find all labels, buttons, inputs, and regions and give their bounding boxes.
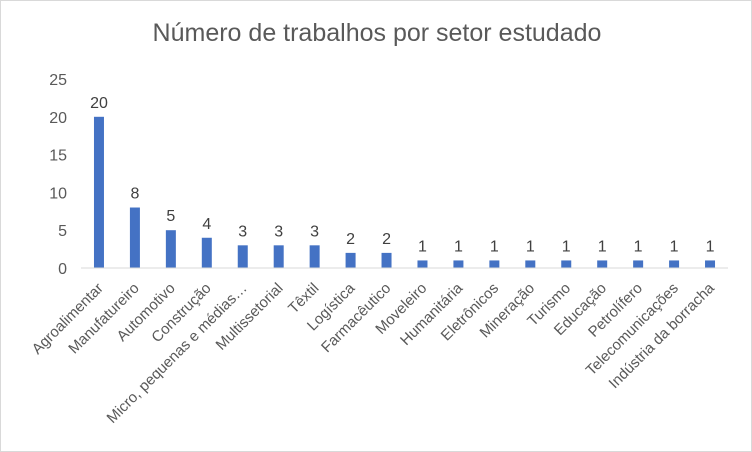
bar-value-label: 8 [130,186,139,203]
value-labels: 20 8 5 4 3 3 3 2 2 1 1 1 1 1 1 1 1 1 [90,95,715,256]
bar [129,207,140,268]
bar-value-label: 1 [454,238,463,255]
bar [309,245,320,268]
y-tick-label: 20 [49,110,67,127]
y-tick-label: 0 [58,261,67,278]
bar-value-label: 1 [526,238,535,255]
bar [489,260,500,268]
y-tick-label: 15 [49,148,67,165]
bar-value-label: 1 [670,238,679,255]
bar [93,116,104,268]
bar-value-label: 1 [562,238,571,255]
bar-value-label: 20 [90,95,108,112]
bar [165,230,176,268]
bar-value-label: 5 [166,208,175,225]
bar [669,260,680,268]
bar-value-label: 1 [490,238,499,255]
bar-value-label: 3 [238,223,247,240]
x-axis-labels: AgroalimentarManufatureiroAutomotivoCons… [29,279,719,426]
bar-value-label: 4 [202,216,211,233]
bar [453,260,464,268]
bar-value-label: 2 [346,231,355,248]
bar [417,260,428,268]
y-tick-label: 10 [49,185,67,202]
y-tick-label: 5 [58,223,67,240]
y-tick-label: 25 [49,72,67,89]
chart-title: Número de trabalhos por setor estudado [152,19,602,47]
bar [705,260,716,268]
bar [381,252,392,268]
bar [237,245,248,268]
bar [201,237,212,268]
bar-value-label: 2 [382,231,391,248]
bar [633,260,644,268]
bar-value-label: 3 [274,223,283,240]
bar-value-label: 1 [418,238,427,255]
bar-value-label: 1 [634,238,643,255]
y-axis-ticks: 0 5 10 15 20 25 [49,72,67,278]
bar [525,260,536,268]
bar [597,260,608,268]
bar-value-label: 1 [706,238,715,255]
bar [273,245,284,268]
bars [93,116,716,268]
bar [561,260,572,268]
bar [345,252,356,268]
bar-value-label: 1 [598,238,607,255]
bar-value-label: 3 [310,223,319,240]
